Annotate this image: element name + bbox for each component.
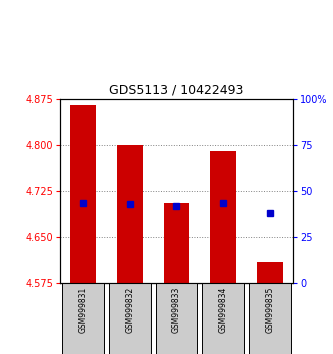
Text: GSM999835: GSM999835 [265, 287, 274, 333]
Bar [109, 283, 151, 354]
Text: GSM999833: GSM999833 [172, 287, 181, 333]
Text: GSM999832: GSM999832 [125, 287, 135, 333]
Bar [117, 145, 143, 283]
Bar [210, 151, 236, 283]
Bar [257, 262, 282, 283]
Bar [156, 283, 197, 354]
Title: GDS5113 / 10422493: GDS5113 / 10422493 [109, 84, 244, 97]
Bar [71, 105, 96, 283]
Bar [202, 283, 244, 354]
Bar [62, 283, 104, 354]
Text: GSM999834: GSM999834 [218, 287, 228, 333]
Bar [164, 204, 189, 283]
Bar [249, 283, 291, 354]
Text: GSM999831: GSM999831 [79, 287, 88, 333]
